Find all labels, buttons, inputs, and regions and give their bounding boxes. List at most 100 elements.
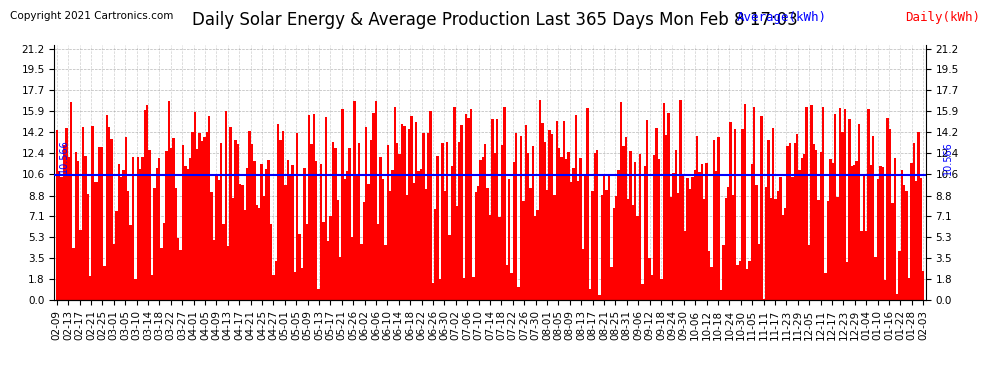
Bar [698, 172, 701, 300]
Bar [115, 211, 118, 300]
Bar [546, 190, 548, 300]
Bar [386, 145, 389, 300]
Bar [879, 166, 882, 300]
Bar [734, 129, 737, 300]
Bar [791, 177, 794, 300]
Bar [255, 205, 258, 300]
Bar [137, 157, 139, 300]
Bar [737, 265, 739, 300]
Bar [645, 120, 648, 300]
Bar [486, 188, 489, 300]
Bar [406, 195, 408, 300]
Bar [742, 129, 743, 300]
Bar [72, 248, 74, 300]
Bar [250, 144, 253, 300]
Bar [167, 101, 170, 300]
Bar [358, 143, 360, 300]
Bar [684, 231, 686, 300]
Bar [218, 180, 220, 300]
Bar [701, 164, 703, 300]
Bar [632, 205, 634, 300]
Bar [615, 195, 618, 300]
Bar [598, 295, 601, 300]
Bar [213, 240, 215, 300]
Bar [106, 115, 108, 300]
Bar [413, 183, 415, 300]
Bar [113, 243, 115, 300]
Bar [201, 141, 203, 300]
Bar [818, 200, 820, 300]
Bar [453, 107, 455, 300]
Bar [855, 161, 857, 300]
Bar [732, 195, 734, 300]
Bar [542, 123, 544, 300]
Bar [272, 275, 274, 300]
Bar [686, 178, 689, 300]
Bar [765, 188, 767, 300]
Bar [860, 231, 862, 300]
Bar [586, 108, 589, 300]
Bar [906, 190, 908, 300]
Bar [850, 166, 853, 300]
Bar [123, 171, 125, 300]
Bar [489, 215, 491, 300]
Bar [220, 142, 223, 300]
Bar [177, 238, 179, 300]
Bar [450, 166, 453, 300]
Bar [606, 190, 608, 300]
Bar [837, 197, 839, 300]
Bar [798, 170, 801, 300]
Bar [179, 250, 182, 300]
Bar [845, 262, 848, 300]
Bar [577, 181, 579, 300]
Bar [760, 117, 762, 300]
Bar [682, 176, 684, 300]
Bar [372, 113, 374, 300]
Bar [410, 116, 413, 300]
Bar [779, 177, 782, 300]
Bar [172, 138, 174, 300]
Bar [567, 152, 570, 300]
Bar [84, 156, 86, 300]
Bar [439, 279, 442, 300]
Bar [258, 209, 260, 300]
Bar [379, 157, 382, 300]
Bar [237, 144, 239, 300]
Bar [889, 129, 891, 300]
Bar [648, 258, 650, 300]
Bar [667, 113, 670, 300]
Bar [634, 162, 637, 300]
Bar [58, 171, 60, 300]
Bar [277, 123, 279, 300]
Bar [310, 144, 313, 300]
Bar [284, 185, 286, 300]
Bar [74, 152, 77, 300]
Bar [572, 168, 574, 300]
Bar [148, 150, 150, 300]
Bar [713, 140, 715, 300]
Bar [448, 235, 450, 300]
Bar [135, 279, 137, 300]
Text: Copyright 2021 Cartronics.com: Copyright 2021 Cartronics.com [10, 11, 173, 21]
Bar [691, 177, 694, 300]
Bar [125, 136, 127, 300]
Bar [674, 150, 677, 300]
Bar [374, 101, 377, 300]
Bar [784, 208, 786, 300]
Bar [665, 135, 667, 300]
Bar [589, 288, 591, 300]
Bar [306, 225, 308, 300]
Bar [715, 171, 718, 300]
Bar [527, 153, 530, 300]
Bar [630, 151, 632, 300]
Bar [65, 128, 67, 300]
Bar [898, 251, 901, 300]
Bar [322, 222, 325, 300]
Bar [867, 109, 869, 300]
Bar [808, 245, 810, 300]
Bar [644, 166, 645, 300]
Bar [562, 121, 565, 300]
Text: 10.566: 10.566 [943, 141, 953, 175]
Bar [98, 147, 101, 300]
Bar [910, 164, 913, 300]
